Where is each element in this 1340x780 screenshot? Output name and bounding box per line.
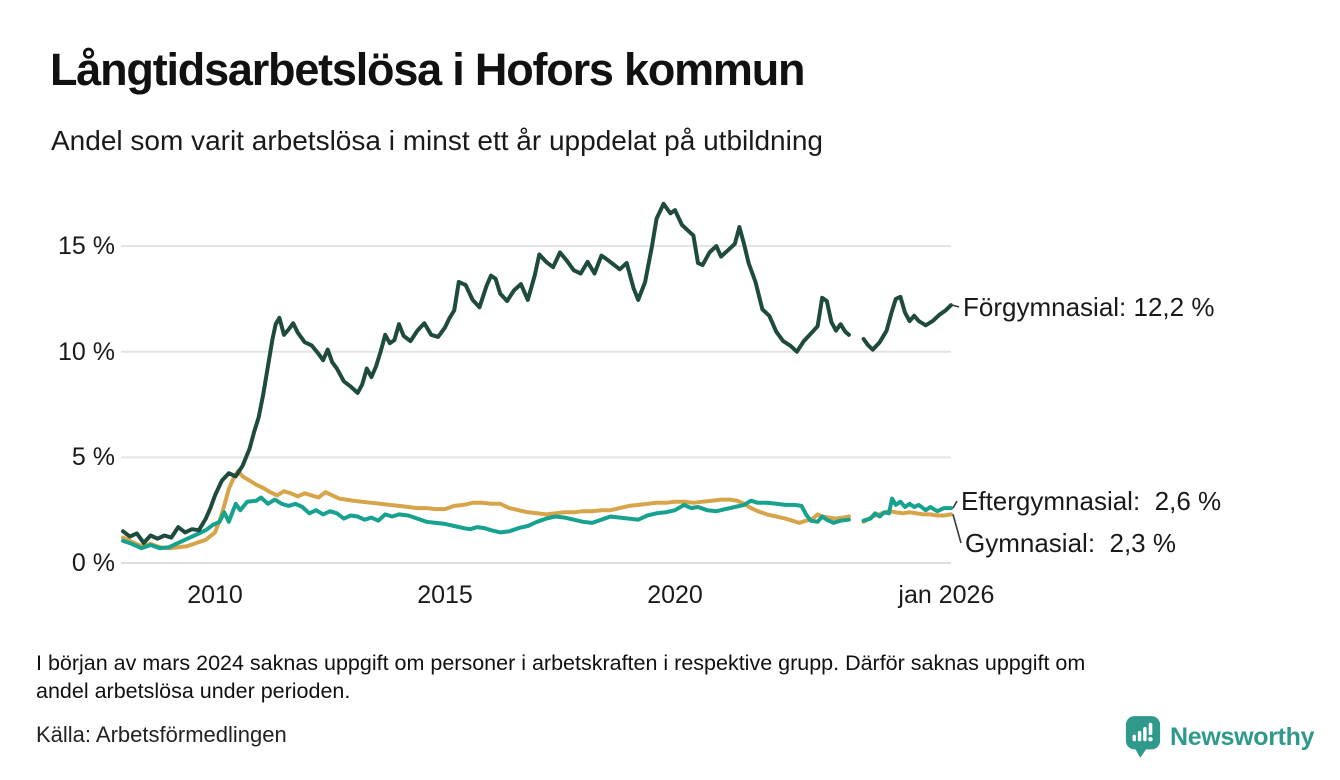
newsworthy-logo-icon <box>1125 716 1161 758</box>
series-line-eftergymnasial <box>121 495 851 551</box>
source-line: Källa: Arbetsförmedlingen <box>36 722 287 747</box>
y-tick-label-10: 10 % <box>58 337 115 366</box>
y-tick-label-15: 15 % <box>58 232 115 261</box>
leader-line-förgymnasial <box>952 304 960 308</box>
newsworthy-logo[interactable]: Newsworthy <box>1124 714 1315 760</box>
x-tick-label-2010: 2010 <box>187 581 243 609</box>
leader-line-eftergymnasial <box>952 500 958 509</box>
footnote-line-1: I början av mars 2024 saknas uppgift om … <box>36 651 1086 675</box>
end-label-eftergymnasial: Eftergymnasial: 2,6 % <box>961 486 1222 516</box>
x-tick-label-jan-2026: jan 2026 <box>898 581 995 609</box>
series-line-eftergymnasial <box>861 496 953 523</box>
series-line-förgymnasial <box>121 201 851 545</box>
x-tick-label-2015: 2015 <box>417 581 473 609</box>
page-subtitle: Andel som varit arbetslösa i minst ett å… <box>51 125 823 156</box>
end-label-förgymnasial: Förgymnasial: 12,2 % <box>963 292 1215 322</box>
end-label-gymnasial: Gymnasial: 2,3 % <box>965 528 1176 558</box>
series-line-förgymnasial <box>861 294 953 352</box>
leader-line-gymnasial <box>952 514 962 544</box>
page-title: Långtidsarbetslösa i Hofors kommun <box>50 44 806 95</box>
footnote-line-2: andel arbetslösa under perioden. <box>36 679 351 703</box>
newsworthy-logo-text: Newsworthy <box>1170 722 1315 751</box>
y-tick-label-5: 5 % <box>71 443 115 472</box>
footnote: I början av mars 2024 saknas uppgift om … <box>36 649 1306 705</box>
y-tick-label-0: 0 % <box>71 549 115 577</box>
x-tick-label-2020: 2020 <box>647 581 703 609</box>
